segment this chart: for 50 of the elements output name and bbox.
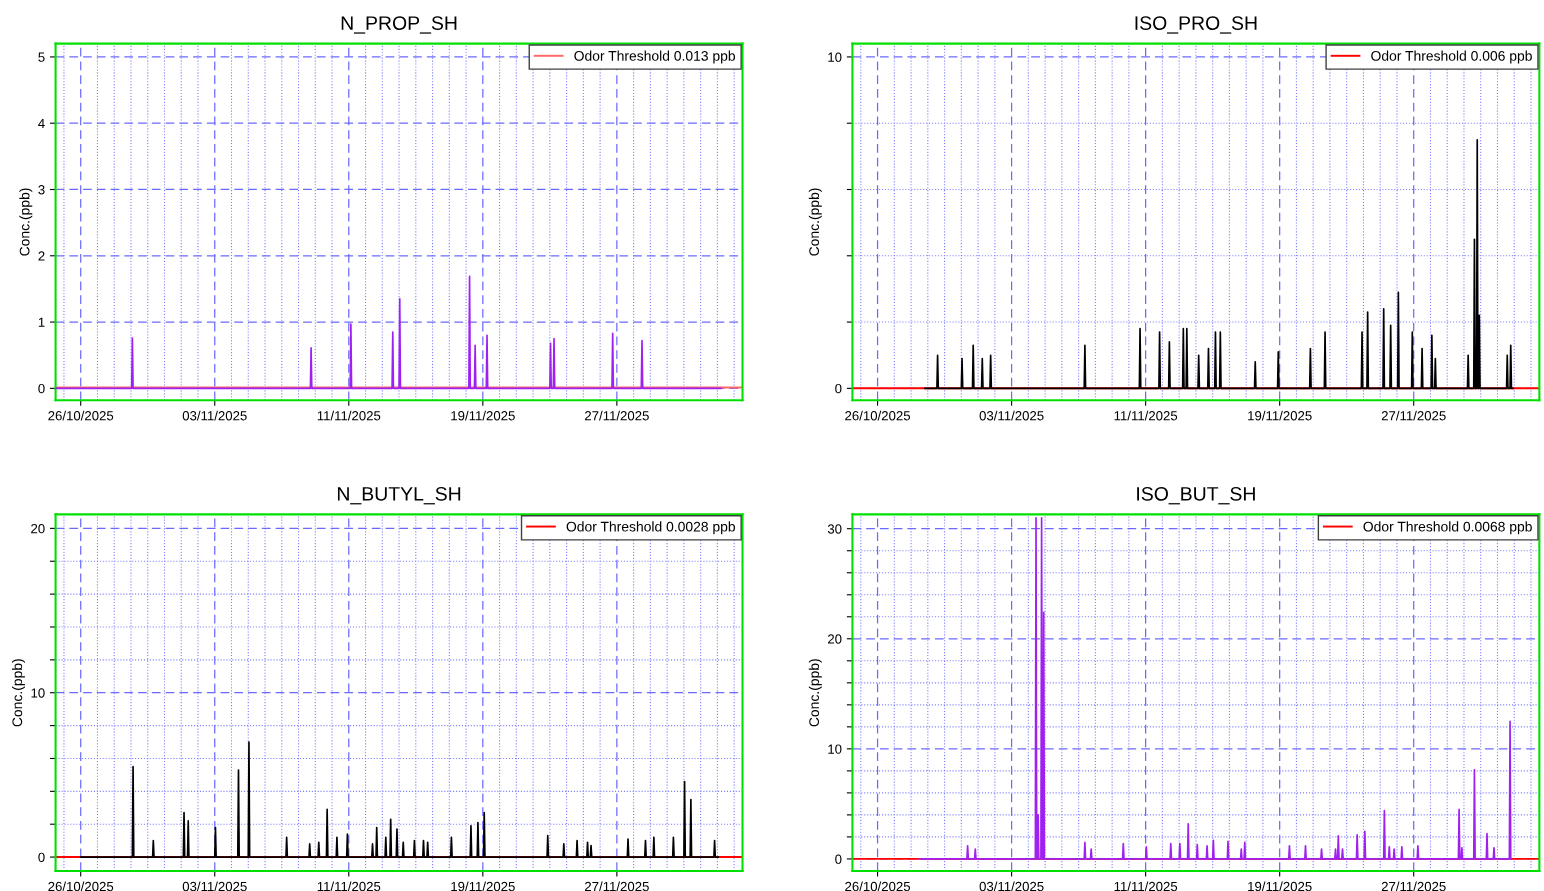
chart-title: N_BUTYL_SH — [337, 486, 461, 505]
x-tick-label: 27/11/2025 — [585, 410, 649, 421]
y-tick-label: 2 — [38, 251, 45, 261]
x-tick-label: 03/11/2025 — [182, 881, 247, 891]
chart-title: ISO_PRO_SH — [1135, 16, 1257, 34]
x-tick-label: 27/11/2025 — [585, 881, 649, 891]
x-tick-label: 11/11/2025 — [317, 410, 381, 421]
y-tick-label: 1 — [38, 317, 45, 327]
y-tick-label: 10 — [31, 688, 45, 698]
x-tick-label: 19/11/2025 — [451, 410, 515, 421]
legend-label: Odor Threshold 0.013 ppb — [574, 50, 736, 64]
y-tick-label: 0 — [38, 852, 45, 862]
y-axis-title: Conc.(ppb) — [11, 659, 25, 727]
y-tick-label: 20 — [31, 523, 45, 534]
y-tick-label: 10 — [828, 744, 842, 754]
x-tick-label: 19/11/2025 — [451, 881, 515, 891]
line-series — [55, 275, 722, 390]
x-tick-label: 11/11/2025 — [1114, 881, 1178, 891]
y-tick-label: 3 — [38, 185, 45, 195]
y-tick-label: 0 — [835, 854, 842, 864]
x-tick-label: 26/10/2025 — [845, 881, 911, 891]
y-axis-title: Conc.(ppb) — [808, 188, 822, 256]
x-tick-label: 11/11/2025 — [317, 881, 381, 891]
x-tick-label: 27/11/2025 — [1381, 410, 1446, 421]
x-tick-label: 27/11/2025 — [1381, 881, 1446, 891]
y-tick-label: 0 — [38, 383, 45, 394]
x-tick-label: 03/11/2025 — [182, 410, 247, 421]
y-axis-title: Conc.(ppb) — [808, 659, 822, 727]
x-tick-label: 11/11/2025 — [1114, 410, 1178, 421]
chart-title: ISO_BUT_SH — [1137, 486, 1255, 505]
y-axis-title: Conc.(ppb) — [19, 188, 33, 256]
chart-title: N_PROP_SH — [341, 16, 457, 34]
line-series — [79, 741, 719, 858]
legend-label: Odor Threshold 0.0068 ppb — [1363, 521, 1532, 535]
x-tick-label: 26/10/2025 — [48, 881, 114, 891]
x-tick-label: 03/11/2025 — [979, 881, 1044, 891]
x-tick-label: 03/11/2025 — [979, 410, 1044, 421]
x-tick-label: 26/10/2025 — [48, 410, 114, 421]
legend-label: Odor Threshold 0.006 ppb — [1371, 50, 1532, 64]
y-tick-label: 5 — [38, 52, 45, 62]
x-tick-label: 26/10/2025 — [845, 410, 911, 421]
y-tick-label: 20 — [828, 634, 842, 644]
x-tick-label: 19/11/2025 — [1248, 410, 1312, 421]
y-tick-label: 10 — [828, 52, 842, 62]
y-tick-label: 0 — [835, 383, 842, 394]
y-tick-label: 30 — [827, 524, 842, 534]
legend-label: Odor Threshold 0.0028 ppb — [566, 521, 736, 535]
line-series — [924, 138, 1514, 390]
x-tick-label: 19/11/2025 — [1248, 881, 1312, 891]
y-tick-label: 4 — [38, 118, 45, 128]
